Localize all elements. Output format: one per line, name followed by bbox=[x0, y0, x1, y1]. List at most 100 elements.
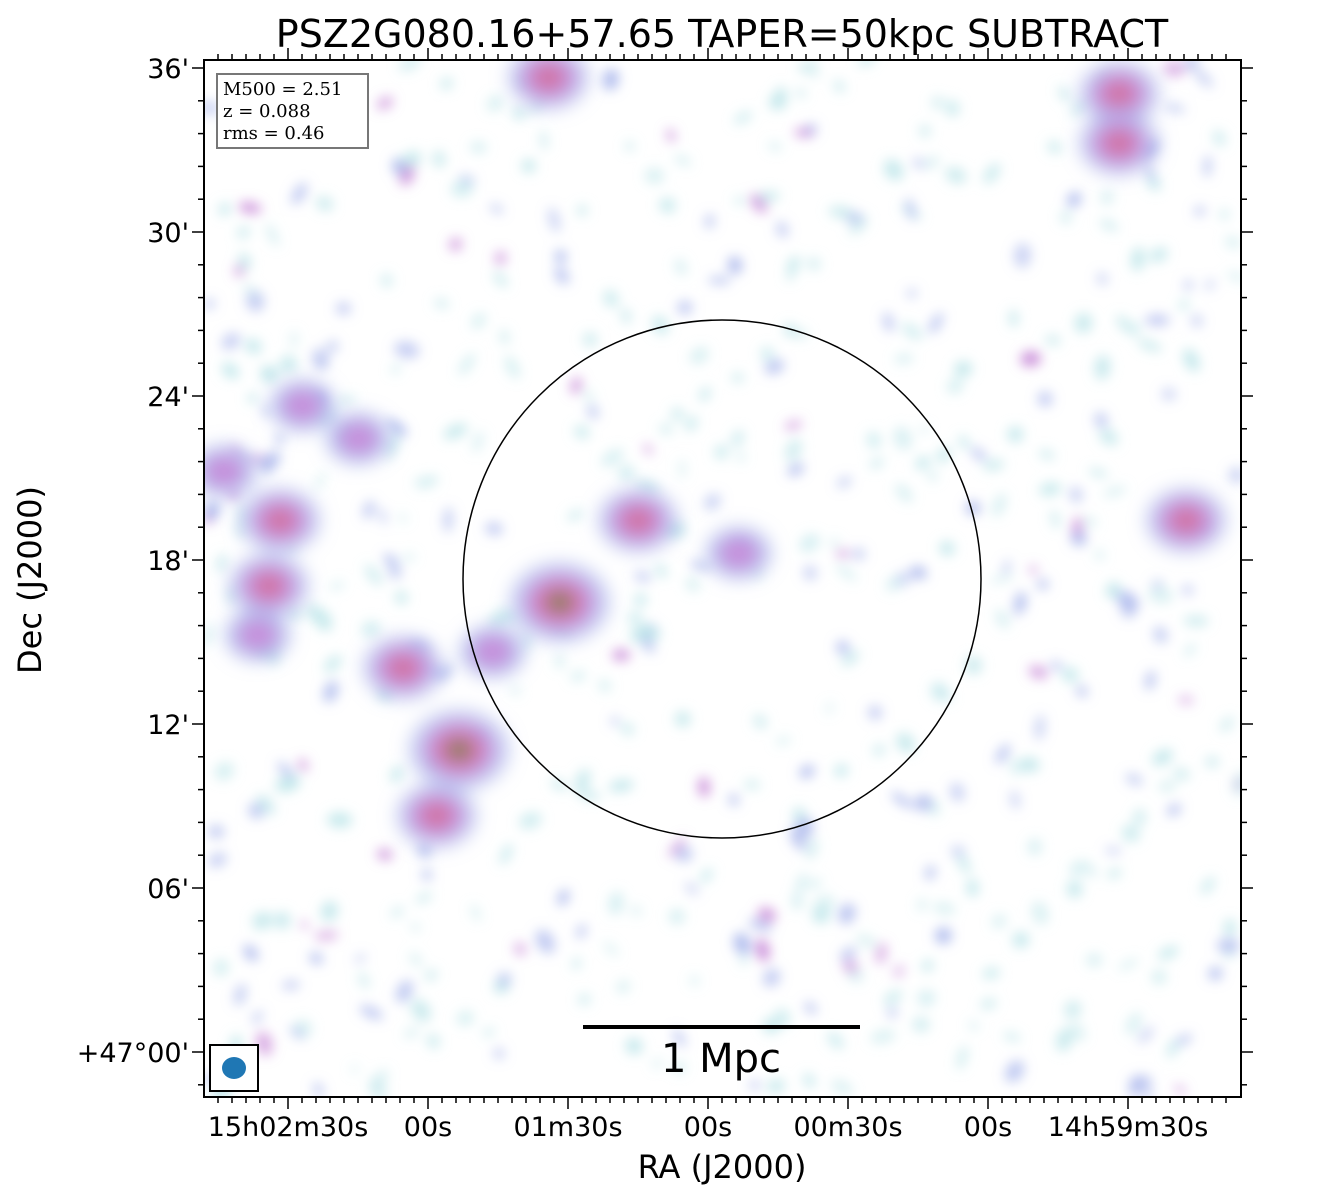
noise-speckle bbox=[554, 250, 567, 263]
noise-speckle bbox=[852, 548, 865, 560]
noise-speckle bbox=[257, 794, 276, 815]
noise-speckle bbox=[248, 802, 265, 819]
noise-speckle bbox=[1100, 190, 1114, 205]
noise-speckle bbox=[1184, 643, 1196, 657]
noise-speckle bbox=[868, 705, 882, 720]
noise-speckle bbox=[383, 554, 399, 568]
noise-speckle bbox=[1009, 309, 1018, 327]
noise-speckle bbox=[1005, 1060, 1025, 1083]
noise-speckle bbox=[933, 902, 956, 915]
noise-speckle bbox=[883, 990, 903, 1005]
noise-speckle bbox=[644, 167, 664, 184]
noise-speckle bbox=[204, 623, 213, 648]
noise-speckle bbox=[616, 980, 630, 994]
noise-speckle bbox=[488, 608, 512, 630]
noise-speckle bbox=[494, 1048, 504, 1059]
source-blob bbox=[388, 656, 419, 680]
noise-speckle bbox=[512, 106, 526, 120]
noise-speckle bbox=[806, 838, 818, 860]
noise-speckle bbox=[266, 223, 279, 247]
source-blob bbox=[421, 803, 452, 828]
noise-speckle bbox=[1162, 60, 1187, 77]
noise-speckle bbox=[535, 929, 556, 954]
noise-speckle bbox=[652, 1058, 662, 1069]
noise-speckle bbox=[329, 581, 345, 590]
noise-speckle bbox=[728, 794, 739, 806]
noise-speckle bbox=[785, 439, 802, 461]
noise-speckle bbox=[928, 312, 944, 334]
noise-speckle bbox=[739, 954, 749, 966]
noise-speckle bbox=[1094, 412, 1108, 429]
noise-speckle bbox=[703, 493, 721, 511]
noise-speckle bbox=[351, 1064, 358, 1074]
noise-speckle bbox=[603, 289, 619, 308]
noise-speckle bbox=[1212, 130, 1226, 146]
y-axis-label: Dec (J2000) bbox=[11, 486, 49, 674]
noise-speckle bbox=[669, 908, 685, 925]
noise-speckle bbox=[576, 924, 587, 939]
noise-speckle bbox=[1144, 314, 1170, 326]
noise-speckle bbox=[1217, 938, 1240, 953]
noise-speckle bbox=[1076, 685, 1088, 697]
noise-speckle bbox=[983, 459, 1005, 471]
noise-speckle bbox=[426, 475, 439, 484]
noise-speckle bbox=[831, 1079, 853, 1095]
noise-speckle bbox=[945, 100, 960, 117]
noise-speckle bbox=[793, 128, 814, 138]
noise-speckle bbox=[791, 893, 803, 910]
ticks-layer bbox=[192, 48, 1253, 1109]
noise-speckle bbox=[895, 484, 913, 503]
source-blob bbox=[1104, 81, 1135, 106]
noise-speckle bbox=[1037, 579, 1049, 590]
noise-speckle bbox=[787, 463, 804, 476]
noise-speckle bbox=[733, 111, 753, 125]
noise-speckle bbox=[671, 407, 684, 421]
noise-speckle bbox=[208, 825, 225, 839]
noise-speckle bbox=[1182, 585, 1194, 596]
noise-speckle bbox=[766, 1079, 786, 1094]
noise-speckle bbox=[673, 1029, 686, 1047]
noise-speckle bbox=[574, 425, 590, 439]
noise-speckle bbox=[497, 972, 512, 987]
x-tick-label: 01m30s bbox=[513, 1112, 622, 1143]
noise-speckle bbox=[840, 946, 857, 961]
noise-speckle bbox=[1146, 176, 1161, 192]
noise-speckle bbox=[675, 847, 693, 862]
noise-speckle bbox=[500, 329, 509, 345]
noise-speckle bbox=[769, 94, 787, 110]
noise-speckle bbox=[833, 80, 845, 93]
noise-speckle bbox=[214, 762, 234, 781]
noise-speckle bbox=[804, 1002, 817, 1014]
noise-speckle bbox=[204, 299, 215, 309]
noise-speckle bbox=[1178, 299, 1190, 311]
noise-speckle bbox=[1056, 1028, 1073, 1052]
noise-speckle bbox=[392, 158, 405, 176]
source-blob bbox=[533, 65, 564, 90]
y-tick-label: 18' bbox=[147, 546, 189, 577]
noise-speckle bbox=[411, 923, 420, 932]
noise-speckle bbox=[354, 954, 366, 963]
noise-speckle bbox=[1224, 919, 1236, 936]
noise-speckle bbox=[458, 353, 475, 376]
noise-speckle bbox=[799, 765, 815, 779]
noise-speckle bbox=[841, 650, 860, 667]
noise-speckle bbox=[768, 142, 782, 151]
noise-speckle bbox=[1106, 582, 1121, 599]
noise-speckle bbox=[518, 812, 542, 829]
noise-speckle bbox=[1047, 140, 1061, 154]
noise-speckle bbox=[402, 554, 415, 561]
noise-speckle bbox=[399, 164, 416, 186]
noise-speckle bbox=[803, 565, 818, 581]
noise-speckle bbox=[221, 332, 241, 350]
noise-speckle bbox=[252, 911, 273, 930]
source-group bbox=[204, 60, 1227, 848]
noise-speckle bbox=[394, 341, 420, 359]
noise-speckle bbox=[957, 854, 971, 874]
noise-speckle bbox=[1151, 969, 1167, 985]
noise-speckle bbox=[394, 590, 408, 605]
noise-speckle bbox=[1085, 953, 1103, 967]
noise-speckle bbox=[1164, 104, 1186, 113]
noise-speckle bbox=[390, 765, 404, 783]
noise-speckle bbox=[1125, 1012, 1142, 1035]
noise-speckle bbox=[995, 609, 1009, 629]
